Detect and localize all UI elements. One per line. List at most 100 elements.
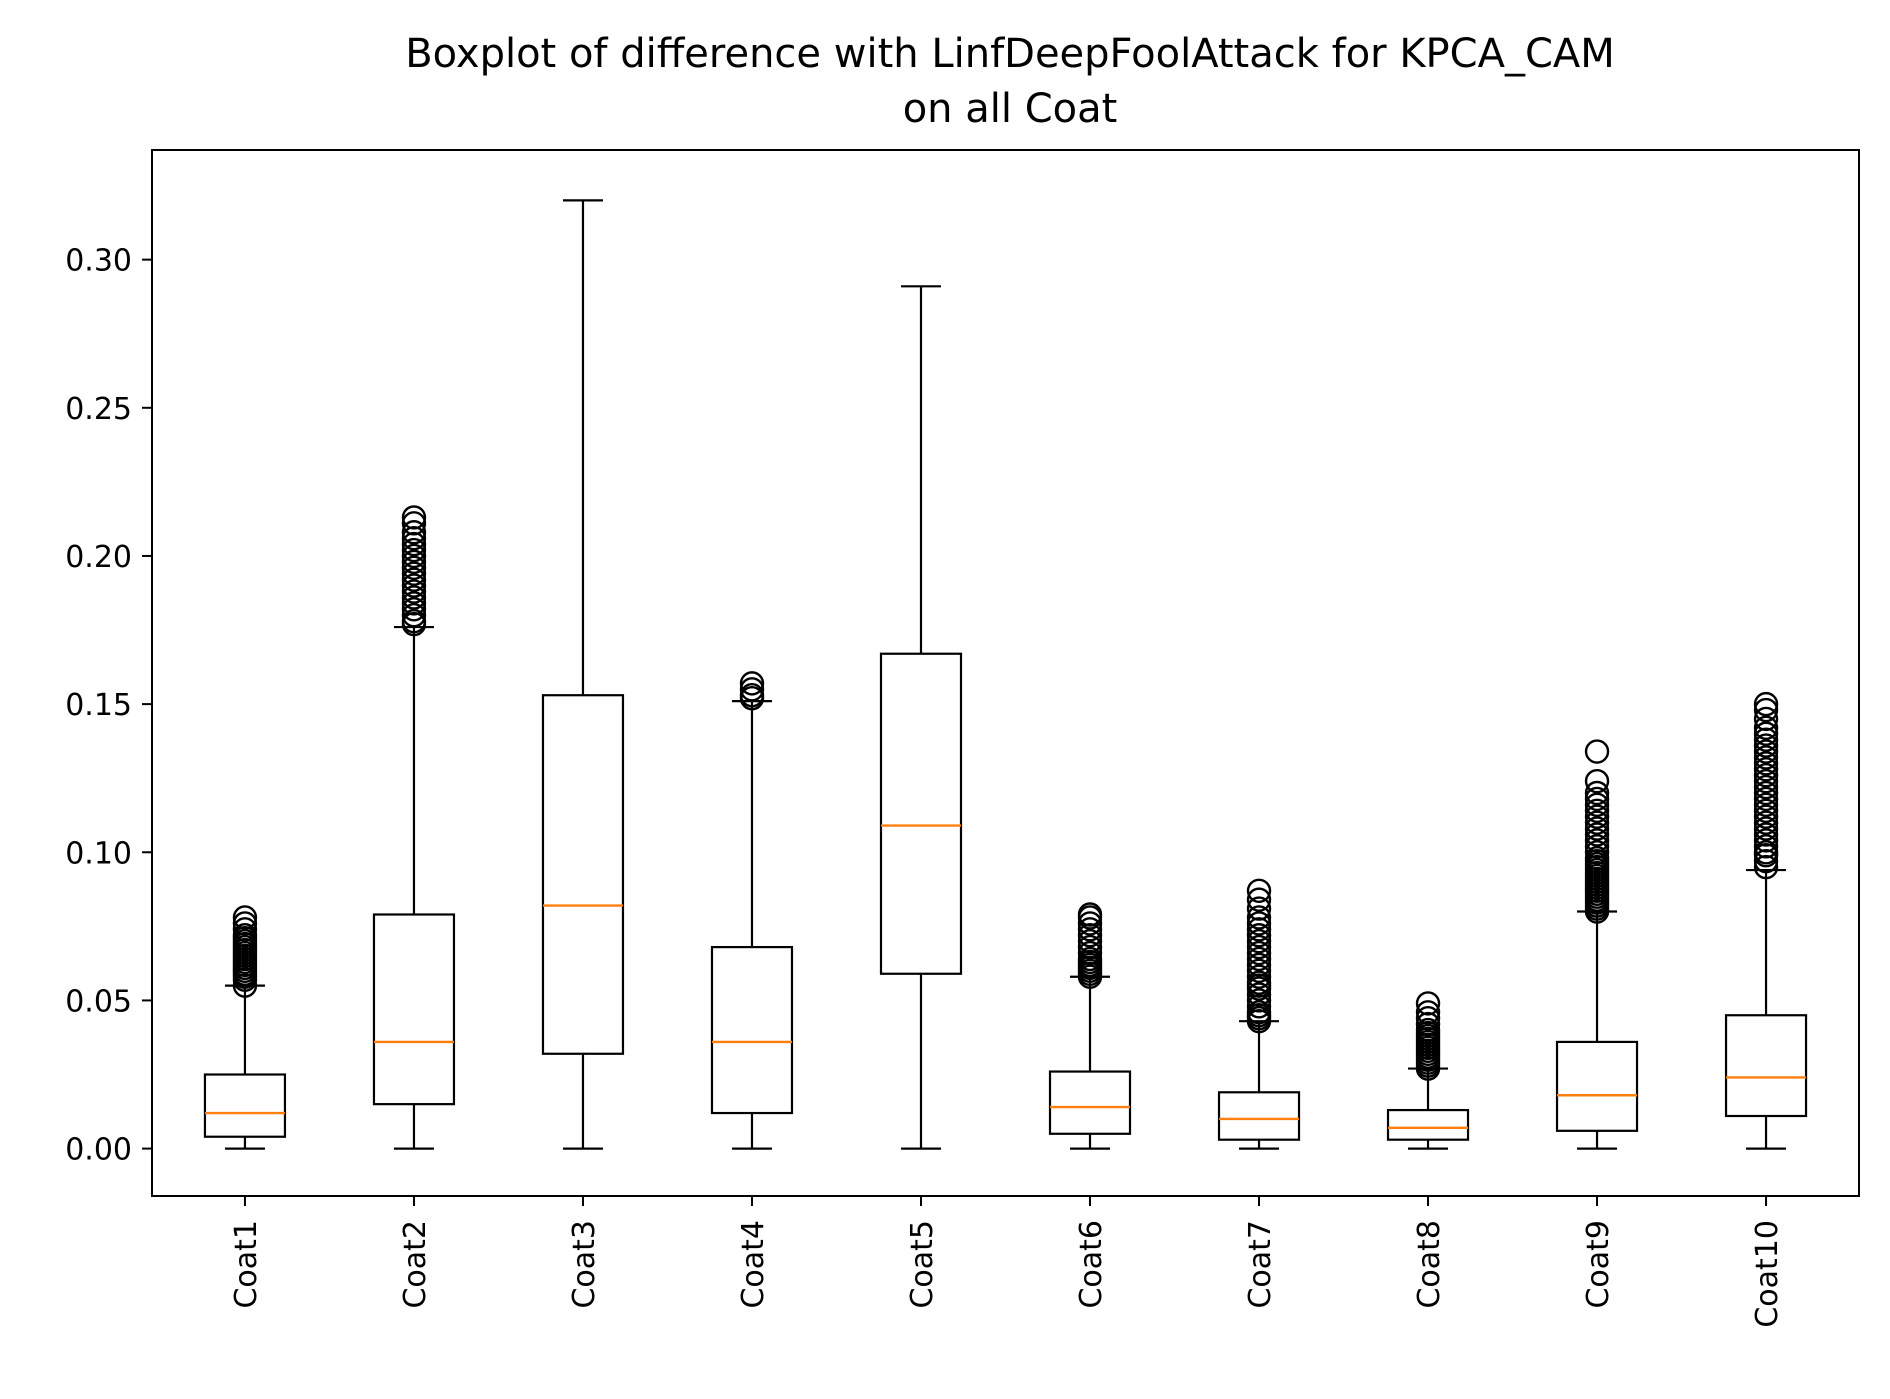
outlier-point (1753, 828, 1779, 853)
outlier-point (1753, 721, 1779, 746)
outlier-point (401, 520, 427, 545)
boxes-group (203, 199, 1808, 1150)
box-coat8 (1386, 991, 1470, 1150)
outlier-point (1246, 911, 1272, 936)
outlier-point (1077, 923, 1103, 948)
outlier-point (1753, 727, 1779, 752)
outlier-point (401, 591, 427, 616)
outlier-point (1246, 958, 1272, 983)
iqr-box (879, 652, 963, 975)
outlier-point (401, 561, 427, 586)
plot-area-frame (151, 149, 1860, 1197)
outlier-point (1753, 810, 1779, 835)
x-tick-label: Coat8 (1412, 1220, 1447, 1309)
iqr-box (203, 1073, 287, 1138)
box-coat6 (1048, 902, 1132, 1150)
outlier-point (1246, 934, 1272, 960)
outlier-point (1246, 896, 1272, 921)
outlier-point (1415, 991, 1441, 1016)
outlier-point (1415, 1000, 1441, 1025)
outlier-point (1584, 840, 1610, 865)
outlier-point (1077, 911, 1103, 936)
outlier-point (1246, 952, 1272, 978)
y-tick-label: 0.15 (65, 688, 132, 723)
outlier-point (232, 911, 258, 936)
outlier-point (1584, 804, 1610, 829)
outlier-point (1753, 706, 1779, 732)
outlier-point (1753, 848, 1779, 874)
box-coat7 (1217, 878, 1301, 1150)
x-axis: Coat1 Coat2 Coat3 Coat4 Coat5 Coat6 Coat7 Coat8… (229, 1196, 1785, 1328)
outlier-point (739, 677, 765, 702)
box-coat4 (710, 671, 794, 1150)
outlier-point (1584, 822, 1610, 847)
outlier-point (1246, 928, 1272, 954)
outlier-point (401, 573, 427, 598)
outlier-point (1753, 792, 1779, 818)
chart-title-line1: Boxplot of difference with LinfDeepFoolA… (405, 31, 1615, 77)
outlier-point (1753, 804, 1779, 829)
outlier-point (1415, 1011, 1441, 1037)
iqr-box (541, 694, 625, 1055)
outlier-point (1246, 940, 1272, 966)
outlier-point (232, 923, 258, 948)
outlier-point (1077, 940, 1103, 966)
outlier-point (1753, 697, 1779, 723)
outlier-point (1753, 768, 1779, 794)
outlier-point (1753, 739, 1779, 764)
y-tick-label: 0.20 (65, 540, 132, 575)
outlier-point (401, 555, 427, 581)
y-tick-label: 0.25 (65, 392, 132, 427)
outlier-point (401, 608, 427, 634)
outlier-point (1246, 905, 1272, 930)
outlier-point (401, 585, 427, 610)
outlier-point (1246, 1000, 1272, 1025)
outlier-point (1415, 1006, 1441, 1031)
y-axis: 0.00 0.05 0.10 0.15 0.20 0.25 0.30 (65, 244, 152, 1168)
outlier-point (401, 505, 427, 530)
outlier-point (739, 683, 765, 708)
outlier-point (1753, 715, 1779, 741)
outlier-point (1584, 810, 1610, 835)
outlier-point (1077, 928, 1103, 954)
outlier-point (401, 603, 427, 628)
outlier-point (401, 579, 427, 604)
x-tick-label: Coat6 (1074, 1220, 1109, 1309)
x-tick-label: Coat7 (1243, 1220, 1278, 1309)
outlier-point (1584, 786, 1610, 812)
chart-title-line2: on all Coat (903, 86, 1118, 132)
x-tick-label: Coat4 (736, 1220, 771, 1309)
outlier-point (1753, 822, 1779, 847)
x-tick-label: Coat5 (905, 1220, 940, 1309)
outlier-point (232, 905, 258, 930)
iqr-box (372, 913, 456, 1106)
box-coat9 (1555, 739, 1639, 1150)
outlier-point (1246, 982, 1272, 1007)
outlier-point (1246, 994, 1272, 1019)
outlier-point (1753, 751, 1779, 776)
outlier-point (1246, 970, 1272, 995)
x-tick-label: Coat9 (1581, 1220, 1616, 1309)
outlier-point (1584, 828, 1610, 853)
outlier-point (1584, 768, 1610, 794)
outlier-point (401, 537, 427, 563)
outlier-point (1584, 792, 1610, 818)
outlier-point (1246, 923, 1272, 948)
y-tick-label: 0.05 (65, 984, 132, 1019)
outlier-point (1753, 798, 1779, 823)
outlier-point (1753, 757, 1779, 782)
outlier-point (232, 917, 258, 942)
outlier-point (1584, 739, 1610, 764)
outlier-point (401, 525, 427, 551)
box-coat3 (541, 199, 625, 1150)
iqr-box (1048, 1070, 1132, 1135)
outlier-point (1246, 917, 1272, 942)
outlier-point (1246, 988, 1272, 1013)
box-coat10 (1724, 691, 1808, 1150)
outlier-point (401, 543, 427, 569)
outlier-point (1584, 798, 1610, 823)
outlier-point (1753, 745, 1779, 770)
iqr-box (1724, 1014, 1808, 1118)
x-tick-label: Coat2 (398, 1220, 433, 1309)
